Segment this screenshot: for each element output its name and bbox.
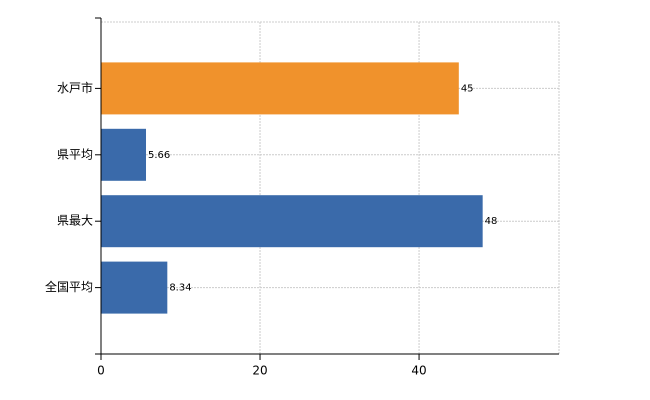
- x-tick-label: 40: [411, 364, 426, 378]
- bar: [101, 195, 483, 248]
- bar: [101, 261, 168, 314]
- x-tick-label: 20: [252, 364, 267, 378]
- y-tick-label: 県平均: [57, 147, 93, 161]
- value-label: 45: [461, 83, 474, 94]
- value-label: 8.34: [169, 283, 191, 294]
- y-tick-label: 全国平均: [45, 279, 93, 294]
- y-tick-label: 水戸市: [57, 80, 93, 95]
- x-tick-label: 0: [97, 364, 105, 378]
- value-label: 5.66: [148, 150, 170, 161]
- value-label: 48: [485, 216, 498, 227]
- bar: [101, 128, 147, 181]
- y-tick-label: 県最大: [57, 214, 93, 228]
- bar: [101, 62, 459, 115]
